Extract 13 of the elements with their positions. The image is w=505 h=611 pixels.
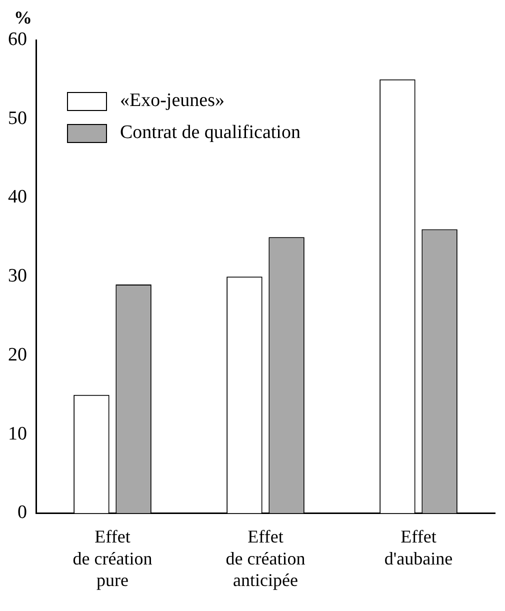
legend-label: «Exo-jeunes»: [120, 90, 224, 112]
legend-label: Contrat de qualification: [120, 122, 300, 144]
x-tick-label: Effet de création pure: [72, 526, 152, 590]
y-tick-label: 30: [8, 266, 27, 287]
y-tick-label: 40: [8, 186, 27, 208]
x-tick-label: Effet de création anticipée: [226, 526, 306, 590]
y-tick-label: 50: [8, 108, 27, 129]
x-tick-label: Effet d'aubaine: [384, 526, 453, 568]
y-tick-label: 0: [18, 502, 27, 524]
y-tick-label: 20: [8, 344, 27, 366]
y-tick-label: 10: [8, 423, 27, 444]
y-tick-label: 60: [8, 28, 27, 50]
y-axis-title: %: [14, 8, 32, 28]
